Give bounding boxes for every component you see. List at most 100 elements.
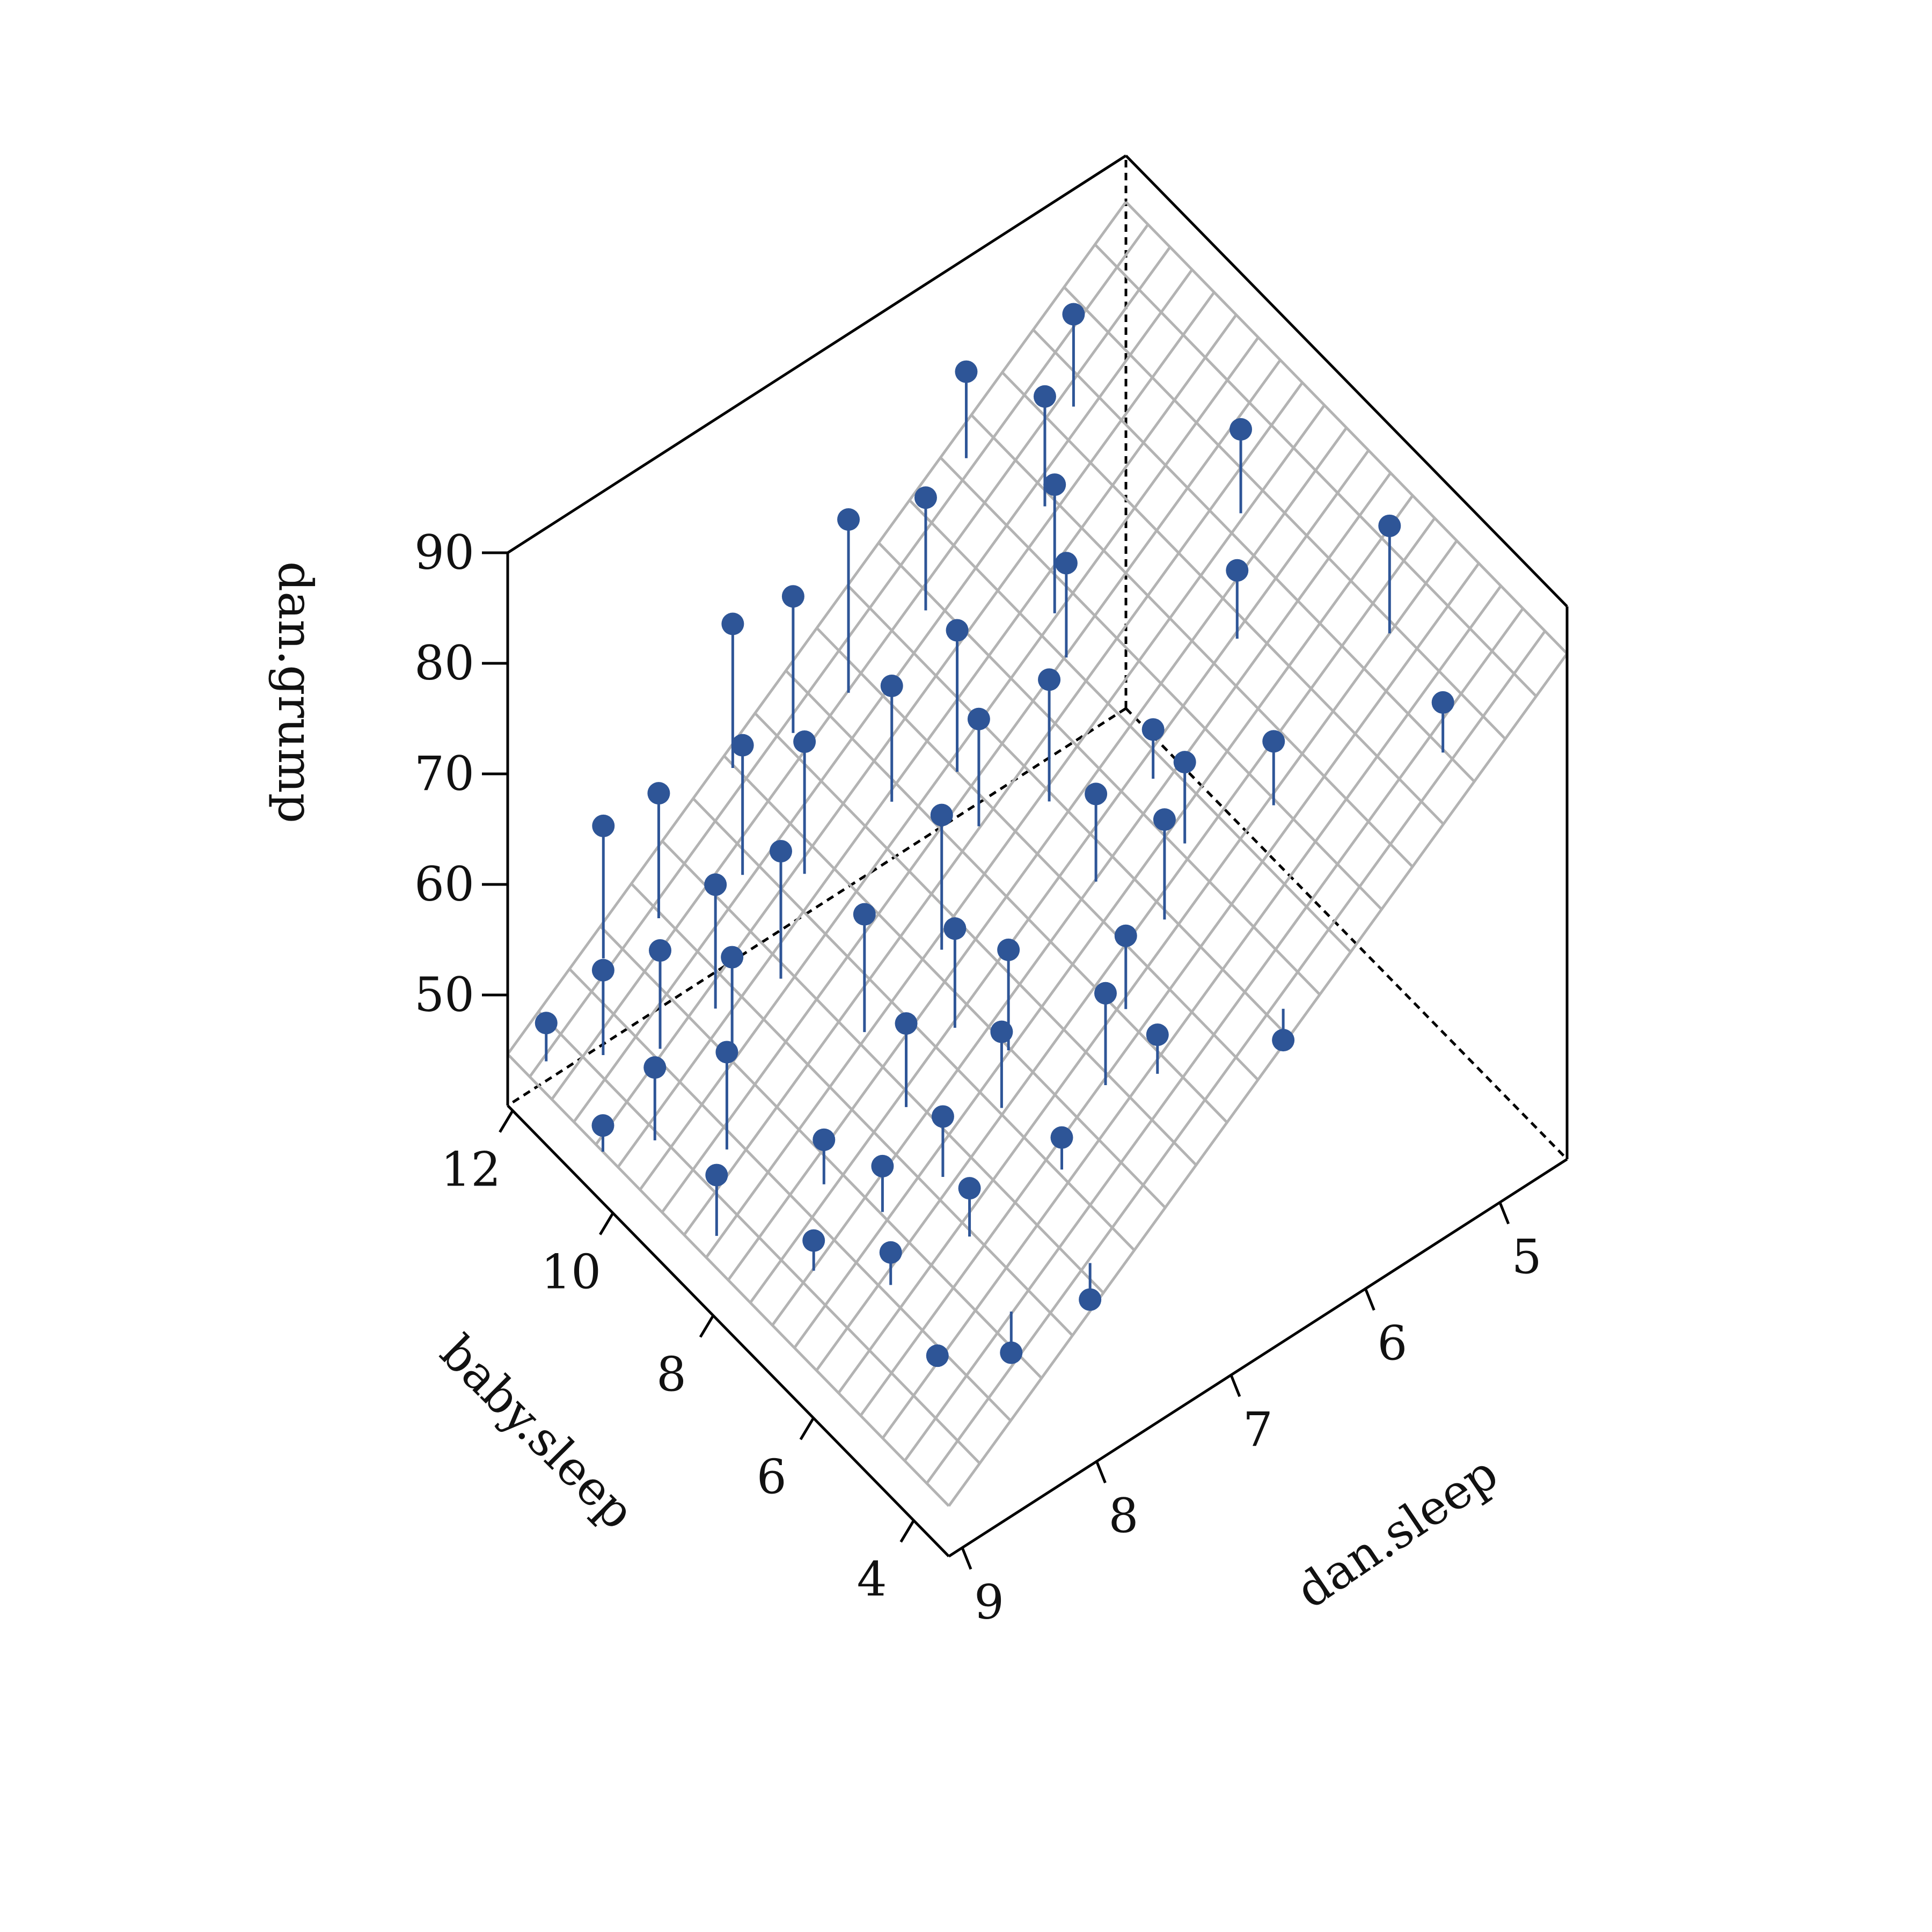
x-axis-tick — [1230, 1374, 1241, 1397]
data-point — [1431, 691, 1454, 714]
y-axis-tick-label: 8 — [656, 1346, 686, 1402]
plane-grid-line — [793, 494, 1414, 1349]
y-axis-tick-label: 10 — [541, 1244, 601, 1299]
data-point — [990, 1020, 1013, 1043]
box-edge — [948, 1158, 1568, 1558]
data-point — [879, 1241, 902, 1264]
data-point — [1230, 418, 1253, 441]
data-point — [721, 946, 744, 969]
x-axis-tick — [1095, 1461, 1107, 1483]
data-point — [1050, 1126, 1073, 1149]
y-axis-tick — [699, 1315, 715, 1338]
data-point — [1226, 559, 1249, 582]
x-axis-tick-label: 5 — [1512, 1229, 1542, 1284]
data-point — [837, 508, 860, 531]
x-axis-tick — [1498, 1202, 1510, 1225]
axes: 5 6 7 8 9 4 6 8 10 12 50 60 70 80 90 — [414, 525, 1542, 1630]
x-axis-tick — [1364, 1288, 1375, 1311]
data-point — [781, 585, 804, 608]
x-axis-tick-label: 6 — [1377, 1315, 1407, 1371]
data-point — [793, 730, 816, 753]
plane-grid-line — [573, 268, 1194, 1123]
data-point — [1094, 982, 1117, 1005]
data-point — [946, 619, 969, 642]
x-axis-tick-label: 7 — [1243, 1402, 1273, 1457]
plane-grid-line — [947, 653, 1569, 1507]
box-edge — [507, 1104, 950, 1557]
x-axis-tick-label: 9 — [974, 1575, 1004, 1630]
data-point — [731, 734, 754, 757]
data-point — [871, 1154, 894, 1177]
z-axis-title: dan.grump — [268, 561, 323, 823]
plane-grid-line — [771, 472, 1392, 1326]
data-point — [914, 486, 937, 509]
data-point — [1262, 730, 1285, 753]
y-axis-title: baby.sleep — [430, 1324, 646, 1540]
data-point — [1146, 1023, 1169, 1046]
y-axis-tick — [899, 1519, 915, 1543]
data-point — [591, 1114, 614, 1137]
data-point — [1079, 1288, 1102, 1311]
data-point — [813, 1128, 836, 1151]
y-axis-tick — [799, 1417, 815, 1440]
plane-grid-line — [639, 336, 1260, 1191]
box-edge — [1125, 155, 1568, 608]
data-point — [1272, 1029, 1295, 1052]
plane-grid-line — [705, 404, 1326, 1258]
data-point — [770, 840, 793, 863]
data-point — [958, 1177, 981, 1200]
box-hidden-edges — [507, 156, 1568, 1160]
plane-grid-line — [859, 562, 1480, 1417]
data-point — [1114, 924, 1137, 947]
plane-grid-line — [925, 630, 1546, 1484]
data-points — [535, 303, 1454, 1367]
data-point — [704, 873, 727, 896]
x-axis-tick-label: 8 — [1108, 1488, 1138, 1543]
y-axis-tick-label: 12 — [441, 1142, 501, 1197]
y-axis-tick — [499, 1110, 514, 1133]
data-point — [802, 1229, 825, 1252]
data-point — [1153, 808, 1176, 831]
data-point — [1033, 385, 1056, 408]
data-point — [926, 1344, 949, 1367]
z-axis-tick-label: 70 — [414, 746, 474, 801]
data-point — [592, 814, 615, 837]
data-point — [1378, 514, 1401, 537]
box-edge-hidden — [1125, 707, 1568, 1160]
data-point — [647, 782, 670, 805]
data-point — [967, 707, 990, 730]
data-point — [1038, 668, 1061, 691]
data-point — [643, 1056, 667, 1079]
plane-grid-line — [506, 201, 1128, 1055]
z-axis-tick-label: 60 — [414, 857, 474, 912]
data-point — [943, 917, 967, 940]
data-point — [853, 903, 876, 926]
data-point — [1085, 782, 1108, 806]
data-point — [1055, 552, 1078, 575]
data-point — [1141, 718, 1165, 741]
regression-plane — [506, 201, 1569, 1507]
box-edge-hidden — [507, 707, 1127, 1107]
data-point — [880, 675, 903, 698]
plane-grid-line — [617, 314, 1238, 1168]
z-axis-tick-label: 80 — [414, 635, 474, 691]
plane-grid-line — [903, 608, 1524, 1462]
plane-grid-line — [749, 449, 1370, 1304]
plane-grid-line — [837, 540, 1458, 1394]
data-point — [1043, 473, 1066, 496]
y-axis-tick-label: 4 — [857, 1552, 887, 1607]
data-point — [1173, 751, 1196, 774]
x-axis-title: dan.sleep — [1286, 1445, 1507, 1619]
data-point — [715, 1041, 738, 1064]
data-point — [721, 612, 744, 635]
plane-grid-line — [661, 359, 1282, 1213]
data-point — [535, 1012, 558, 1035]
data-point — [955, 360, 978, 383]
z-axis-tick-label: 90 — [414, 525, 474, 580]
y-axis-tick-label: 6 — [757, 1449, 787, 1504]
plane-grid-line — [683, 382, 1304, 1236]
x-axis-tick — [961, 1547, 972, 1570]
plane-grid-line — [529, 223, 1150, 1078]
plane-grid-line — [881, 585, 1502, 1439]
